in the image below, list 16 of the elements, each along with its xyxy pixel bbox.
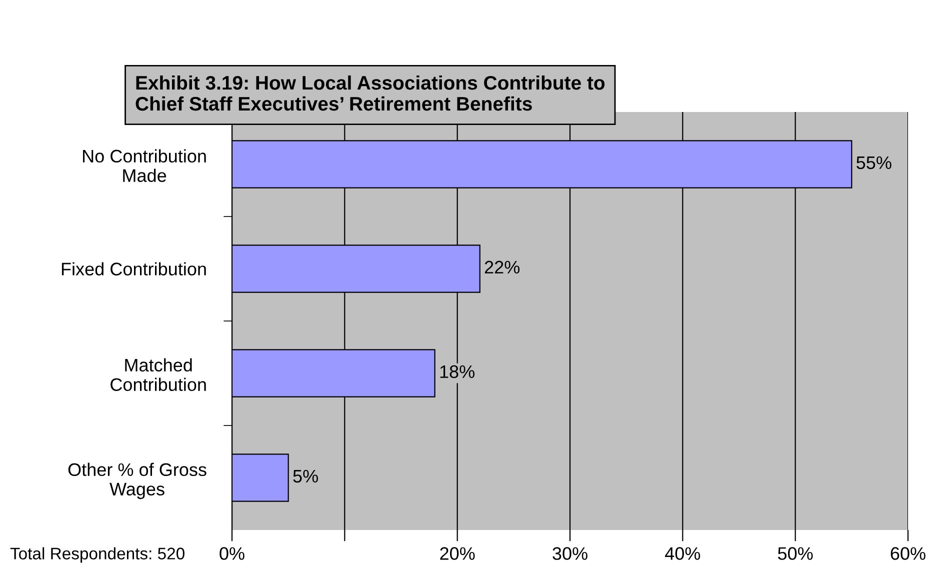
- data-label: 22%: [484, 260, 520, 274]
- text: Total Respondents: 520: [10, 547, 184, 563]
- x-tick-label: 30%: [552, 547, 588, 560]
- x-tick-label: 0%: [220, 547, 244, 560]
- y-tick-label: Matched Contribution: [110, 358, 206, 392]
- data-label: 55%: [856, 156, 892, 170]
- x-tick-label: 20%: [440, 547, 475, 560]
- data-label: 5%: [293, 470, 318, 483]
- x-tick-label: 60%: [890, 547, 926, 560]
- data-label: 18%: [440, 365, 474, 378]
- chart-title: Exhibit 3.19: How Local Associations Contribute to Chief Staff Executives’ Retirement Benefits: [136, 75, 605, 111]
- x-tick-label: 50%: [778, 547, 813, 560]
- y-tick-label: Fixed Contribution: [62, 262, 206, 276]
- x-tick-label: 40%: [665, 547, 700, 560]
- y-tick-label: Other % of Gross Wages: [68, 462, 206, 500]
- y-tick-label: No Contribution Made: [83, 149, 206, 182]
